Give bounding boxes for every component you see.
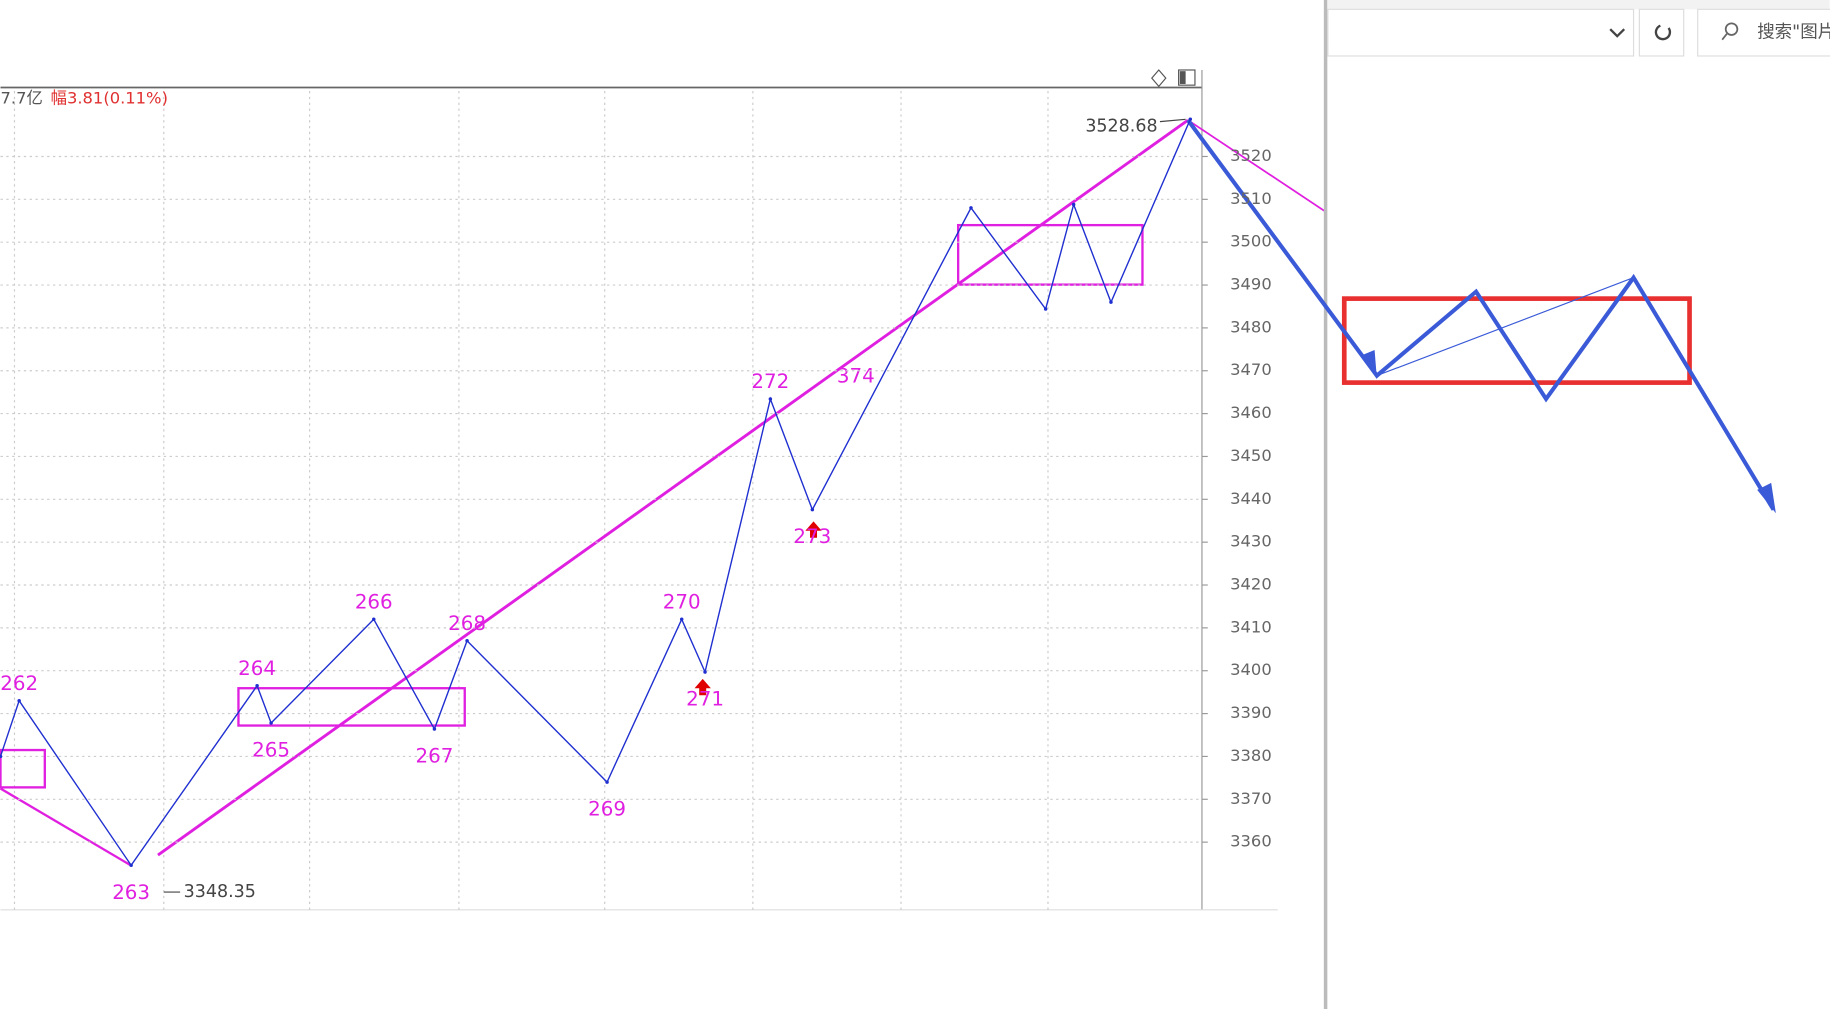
refresh-icon [1654,24,1672,41]
y-tick-label: 3470 [1230,360,1272,379]
y-tick-label: 3390 [1230,703,1272,722]
panel-icon-fill [1179,71,1186,84]
y-tick-label: 3430 [1230,532,1272,551]
pivot [0,754,3,759]
pivot [255,683,259,688]
wave-label: 267 [415,745,453,768]
wave-label: 268 [448,612,486,635]
projection-thin [1187,119,1775,511]
y-tick-label: 3510 [1230,189,1272,208]
pivot [17,698,21,703]
pivot [1188,117,1193,122]
y-tick-label: 3490 [1230,275,1272,294]
y-tick-label: 3450 [1230,446,1272,465]
diamond-icon[interactable] [1151,69,1167,88]
y-tick-label: 3370 [1230,789,1272,808]
wave-label: 263 [112,881,150,904]
blue-arrowhead [1757,482,1776,514]
y-tick-label: 3360 [1230,832,1272,851]
wave-label: 271 [686,688,724,711]
projection-box [1341,296,1692,385]
pivot [372,617,376,622]
y-tick-label: 3440 [1230,489,1272,508]
search-icon-handle [1721,33,1728,41]
price-pointer [1159,118,1186,123]
buy-arrow [694,678,711,696]
wave-label: 269 [588,798,626,821]
y-tick-label: 3500 [1230,232,1272,251]
wave-label: 272 [751,370,789,393]
pivot [1043,307,1048,311]
y-tick-label: 3400 [1230,660,1272,679]
y-tick-label: 3410 [1230,617,1272,636]
low-label: 3348.35 [184,882,256,902]
price-label: 3528.68 [1085,116,1157,136]
wave-label: 264 [238,657,276,680]
pivot [810,507,815,512]
pivot [703,670,707,674]
search-placeholder: 搜索"图片 [1757,23,1830,43]
pivot [129,863,133,868]
wave-label: 265 [252,739,290,762]
window-strip [1327,0,1830,10]
pivot [432,727,437,731]
pivot [679,617,684,622]
wave-label: 273 [793,525,831,548]
y-tick-label: 3460 [1230,403,1272,422]
search-box[interactable] [1697,8,1830,57]
pivot [1109,300,1113,304]
pivot [605,780,609,784]
side-window [1325,0,1830,1009]
search-icon [1724,22,1739,36]
wave-label: 262 [0,672,38,695]
chart-area [0,69,1278,910]
panel-icon[interactable] [1178,69,1196,86]
pivot [269,721,273,725]
header-amount: 7.7亿 [0,89,42,108]
header-change: 幅3.81(0.11%) [51,89,168,108]
y-tick-label: 3480 [1230,317,1272,336]
blue-arrowhead-2 [1360,349,1377,380]
pivot [465,638,469,643]
buy-arrow [805,521,822,538]
pivot [969,206,973,210]
refresh-button[interactable] [1638,8,1685,57]
v-grid [13,90,1049,910]
y-tick-label: 3520 [1230,146,1272,165]
y-tick-label: 3420 [1230,575,1272,594]
wave-label: 266 [355,590,393,613]
wave-label: 270 [663,590,701,613]
y-tick-label: 3380 [1230,746,1272,765]
pivot [1071,202,1076,207]
address-box[interactable] [1327,8,1635,57]
pivot [768,397,773,401]
dropdown-icon[interactable] [1609,28,1626,38]
zigzag-line [0,119,1191,867]
wave-annotation: 374 [837,364,875,387]
